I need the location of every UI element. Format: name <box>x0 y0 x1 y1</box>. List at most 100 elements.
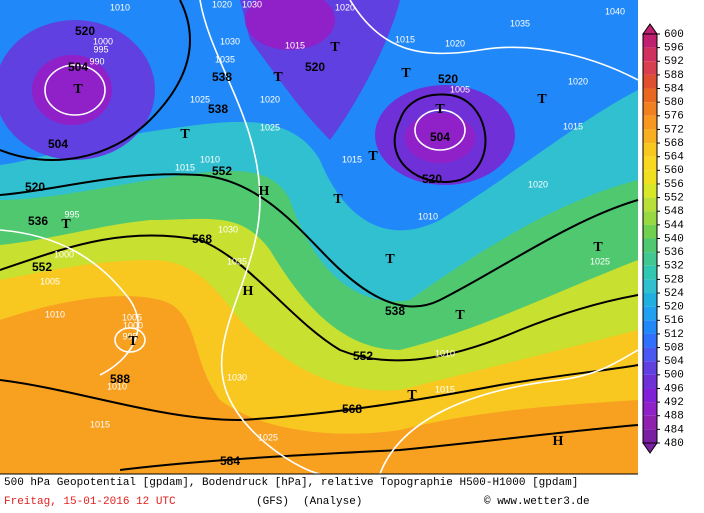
colorbar-band <box>643 74 657 89</box>
geopotential-label: 552 <box>353 349 373 363</box>
colorbar-band <box>643 402 657 416</box>
colorbar-label: 524 <box>664 288 684 300</box>
pressure-label: 1005 <box>450 84 470 94</box>
colorbar-label: 588 <box>664 70 684 82</box>
colorbar-band <box>643 183 657 198</box>
pressure-label: 1020 <box>260 94 280 104</box>
pressure-label: 1035 <box>215 54 235 64</box>
geopotential-label: 568 <box>342 402 362 416</box>
geopotential-label: 568 <box>192 232 212 246</box>
pressure-system: H <box>259 184 270 199</box>
pressure-label: 1020 <box>445 38 465 48</box>
pressure-system: T <box>273 70 283 85</box>
pressure-label: 1000 <box>54 249 74 259</box>
pressure-label: 1005 <box>40 276 60 286</box>
geopotential-label: 520 <box>422 172 442 186</box>
geopotential-label: 552 <box>32 260 52 274</box>
geopotential-label: 504 <box>430 130 450 144</box>
colorbar-band <box>643 129 657 144</box>
pressure-system: T <box>455 308 465 323</box>
colorbar-band <box>643 238 657 253</box>
colorbar-label: 580 <box>664 97 684 109</box>
pressure-system: T <box>330 40 340 55</box>
pressure-label: 1035 <box>510 18 530 28</box>
pressure-label: 1025 <box>258 432 278 442</box>
pressure-label: 1010 <box>45 309 65 319</box>
geopotential-label: 520 <box>305 60 325 74</box>
footer-title: 500 hPa Geopotential [gpdam], Bodendruck… <box>4 477 578 489</box>
pressure-system: T <box>593 240 603 255</box>
colorbar-band <box>643 252 657 266</box>
colorbar-label: 504 <box>664 356 684 368</box>
pressure-label: 1035 <box>227 256 247 266</box>
pressure-system: T <box>368 149 378 164</box>
footer-run: (Analyse) <box>303 496 362 508</box>
colorbar-band <box>643 34 657 48</box>
colorbar-label: 600 <box>664 29 684 41</box>
geopotential-label: 588 <box>110 372 130 386</box>
geopotential-lines <box>0 0 639 471</box>
pressure-label: 1030 <box>220 36 240 46</box>
colorbar-band <box>643 211 657 225</box>
pressure-system: T <box>128 334 138 349</box>
colorbar-label: 496 <box>664 383 684 395</box>
colorbar-label: 500 <box>664 370 684 382</box>
pressure-label: 1030 <box>242 0 262 9</box>
pressure-label: 1010 <box>200 154 220 164</box>
pressure-label: 1000 <box>93 36 113 46</box>
colorbar-label: 508 <box>664 342 684 354</box>
pressure-system: T <box>61 217 71 232</box>
map-labels: 1010 1020 1030 1020 1030 1035 1025 1015 1020 1025… <box>25 0 625 468</box>
colorbar-band <box>643 115 657 130</box>
colorbar-band <box>643 347 657 362</box>
colorbar-band <box>643 102 657 116</box>
colorbar-band <box>643 415 657 430</box>
colorbar-label: 540 <box>664 233 684 245</box>
pressure-label: 1010 <box>110 2 130 12</box>
colorbar-label: 592 <box>664 56 684 68</box>
pressure-label: 1025 <box>190 94 210 104</box>
colorbar-band <box>643 374 657 389</box>
pressure-label: 1015 <box>435 384 455 394</box>
pressure-label: 995 <box>64 209 79 219</box>
pressure-label: 1020 <box>568 76 588 86</box>
pressure-label: 1005 <box>122 312 142 322</box>
pressure-system: T <box>407 388 417 403</box>
colorbar-band <box>643 265 657 280</box>
pressure-label: 1020 <box>212 0 232 9</box>
colorbar: 6005965925885845805765725685645605565525… <box>642 23 684 454</box>
pressure-label: 1040 <box>605 6 625 16</box>
colorbar-band <box>643 320 657 334</box>
pressure-system: T <box>73 82 83 97</box>
colorbar-band <box>643 388 657 403</box>
colorbar-band <box>643 293 657 307</box>
pressure-label: 1020 <box>335 2 355 12</box>
pressure-system: T <box>333 192 343 207</box>
pressure-label: 1030 <box>218 224 238 234</box>
colorbar-label: 560 <box>664 165 684 177</box>
pressure-system: H <box>243 284 254 299</box>
colorbar-band <box>643 88 657 103</box>
pressure-label: 1000 <box>123 320 143 330</box>
geopotential-label: 552 <box>212 164 232 178</box>
pressure-label: 995 <box>93 44 108 54</box>
geopotential-label: 584 <box>220 454 240 468</box>
pressure-label: 1010 <box>435 348 455 358</box>
pressure-label: 995 <box>122 331 137 341</box>
pressure-system: T <box>180 127 190 142</box>
pressure-label: 1010 <box>107 381 127 391</box>
footer-credit: © www.wetter3.de <box>484 496 590 508</box>
geopotential-label: 520 <box>75 24 95 38</box>
geopotential-label: 538 <box>208 102 228 116</box>
colorbar-label: 520 <box>664 302 684 314</box>
pressure-label: 1030 <box>227 372 247 382</box>
colorbar-label: 528 <box>664 274 684 286</box>
pressure-label: 1020 <box>528 179 548 189</box>
pressure-system: T <box>537 92 547 107</box>
pressure-label: 1010 <box>418 211 438 221</box>
pressure-label: 1015 <box>395 34 415 44</box>
colorbar-label: 572 <box>664 124 684 136</box>
geopotential-label: 538 <box>212 70 232 84</box>
field <box>0 0 638 474</box>
pressure-system: T <box>401 66 411 81</box>
